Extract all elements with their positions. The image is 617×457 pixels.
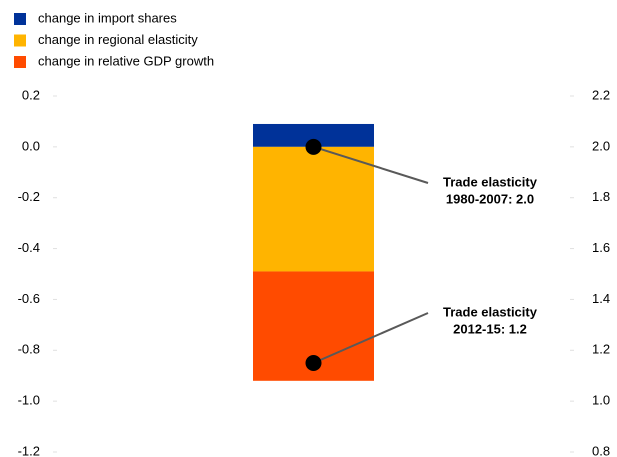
legend-swatch — [14, 13, 26, 25]
y2-tick-label: 1.4 — [592, 291, 610, 306]
y-tick-label: -1.2 — [18, 443, 40, 457]
annotation: 1980-2007: 2.0 — [446, 191, 534, 206]
legend-label: change in import shares — [38, 10, 177, 25]
annotation-line — [313, 312, 429, 364]
bar-segment — [253, 123, 374, 147]
y2-tick-label: 2.0 — [592, 138, 610, 153]
y2-tick-label: 2.2 — [592, 87, 610, 102]
y2-tick-label: 1.2 — [592, 342, 610, 357]
bar-segment — [253, 146, 374, 272]
y-tick-label: 0.0 — [22, 138, 40, 153]
annotation: Trade elasticity — [443, 174, 538, 189]
point — [305, 355, 322, 371]
y-tick-label: 0.2 — [22, 87, 40, 102]
y2-tick-label: 1.8 — [592, 189, 610, 204]
y-tick-label: -0.8 — [18, 342, 40, 357]
point — [305, 138, 322, 155]
legend-swatch — [14, 34, 26, 47]
legend-label: change in regional elasticity — [38, 32, 198, 47]
y2-tick-label: 0.8 — [592, 443, 610, 457]
y-tick-label: -1.0 — [18, 393, 40, 408]
y-tick-label: -0.6 — [18, 291, 40, 306]
y-tick-label: -0.2 — [18, 189, 40, 204]
annotation: 2012-15: 1.2 — [453, 321, 527, 336]
legend-swatch — [14, 56, 26, 68]
y2-tick-label: 1.0 — [592, 393, 610, 408]
y-tick-label: -0.4 — [18, 240, 40, 255]
annotation: Trade elasticity — [443, 304, 538, 319]
legend-label: change in relative GDP growth — [38, 53, 214, 68]
annotation-line — [313, 145, 429, 184]
y2-tick-label: 1.6 — [592, 240, 610, 255]
